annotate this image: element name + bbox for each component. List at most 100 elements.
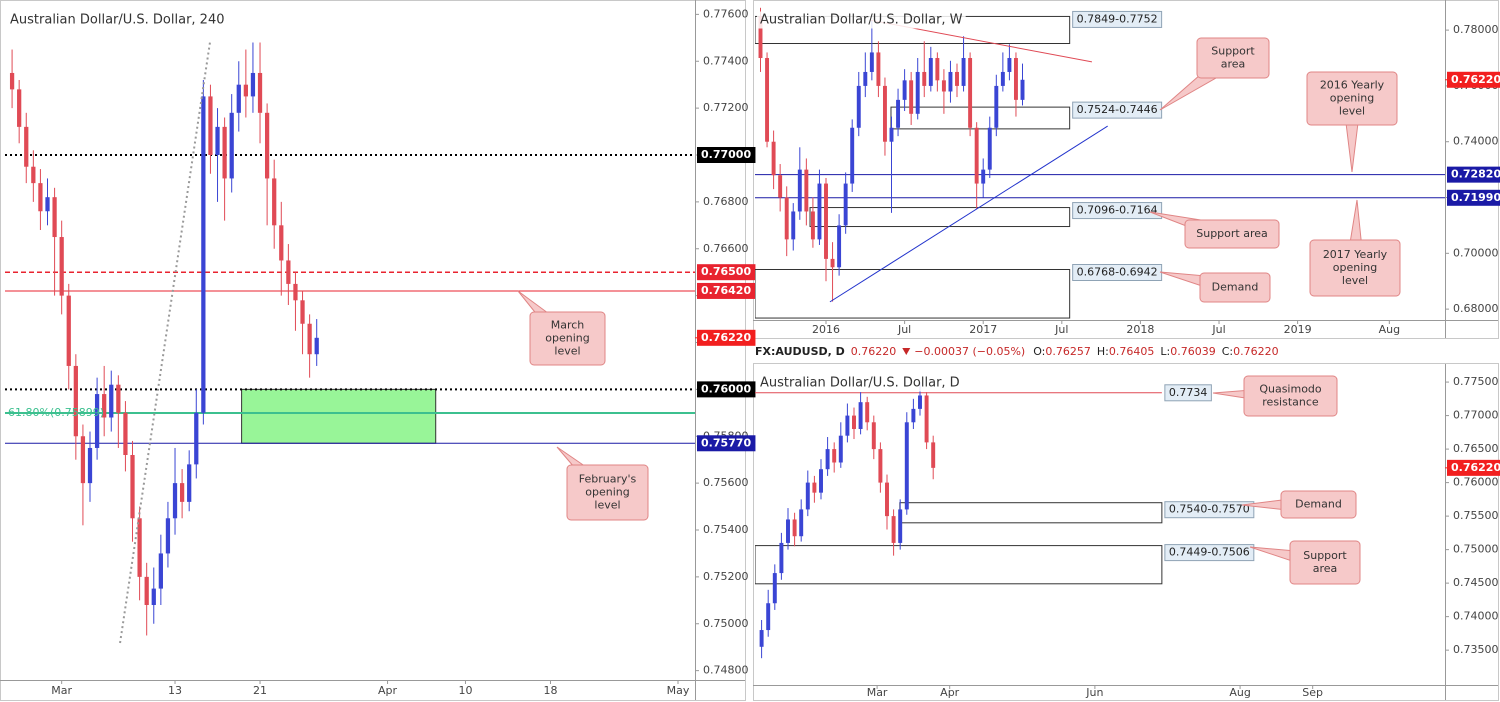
callout-box <box>1280 490 1357 519</box>
candle-body <box>852 415 856 429</box>
candle-body <box>918 395 922 409</box>
candle-body <box>17 89 22 127</box>
candle-body <box>208 96 213 155</box>
candle-body <box>158 553 163 589</box>
candle-body <box>279 225 284 261</box>
candle-body <box>73 365 78 437</box>
candle-body <box>300 300 305 324</box>
x-tick-label: 2017 <box>969 323 997 336</box>
level-label: 0.71990 <box>1451 191 1500 204</box>
chart-title-bg <box>757 374 963 392</box>
zone-label: 0.7540-0.7570 <box>1169 503 1250 516</box>
candle-body <box>758 16 763 59</box>
candle-body <box>9 72 15 90</box>
x-tick-label: Jul <box>1211 323 1225 336</box>
fib-label: 61.80%(0.75899) <box>8 406 104 419</box>
candle-body <box>902 80 907 100</box>
candle-body <box>94 394 100 448</box>
zone-label-bg <box>1072 10 1163 28</box>
candle-body <box>59 237 64 296</box>
x-tick-label: 2018 <box>1126 323 1154 336</box>
candle-body <box>772 573 777 604</box>
candle-body <box>837 225 842 268</box>
candle-body <box>116 384 121 413</box>
x-tick-label: Jul <box>1054 323 1068 336</box>
candle-body <box>869 52 874 72</box>
candle-body <box>786 519 790 543</box>
candle-body <box>898 509 903 543</box>
candle-body <box>771 141 776 176</box>
candle-body <box>236 84 241 113</box>
ray-label-box: 0.7734 <box>1164 384 1212 402</box>
candle-body <box>824 183 828 259</box>
x-tick-label: Apr <box>940 686 960 699</box>
ticker-text: O: <box>1033 345 1045 358</box>
x-tick-label: May <box>667 684 690 697</box>
callout-box <box>1306 71 1398 126</box>
ticker-text: L: <box>1160 345 1170 358</box>
callout-text: March <box>551 319 585 332</box>
candle-body <box>52 197 57 238</box>
candle-body <box>924 395 929 443</box>
candle-body <box>766 603 771 631</box>
candle-body <box>137 518 142 577</box>
trend-line <box>829 125 1108 303</box>
zone <box>755 268 1071 319</box>
chart-title-bg <box>757 11 966 29</box>
candle-body <box>819 469 823 493</box>
callout-text: level <box>1342 274 1368 287</box>
callout-box <box>1199 272 1271 303</box>
y-tick-label: 0.68000 <box>1453 302 1499 315</box>
level-label-bg <box>1447 166 1500 183</box>
panel-frame <box>753 363 1499 701</box>
candle-body <box>797 169 802 212</box>
candle-body <box>805 482 810 510</box>
ticker-text: FX:AUDUSD, D <box>755 345 845 358</box>
candle-body <box>1000 71 1005 86</box>
candle-body <box>968 58 973 128</box>
candle-body <box>1020 79 1025 100</box>
callout-text: Demand <box>1212 281 1259 294</box>
callout-text: level <box>1339 105 1365 118</box>
candle-body <box>904 422 909 510</box>
last-price-label-bg <box>697 329 756 346</box>
down-arrow <box>902 348 911 355</box>
zone <box>890 106 1071 130</box>
level-label: 0.72820 <box>1451 168 1500 181</box>
trend-line <box>119 41 212 644</box>
zone-label-bg <box>1072 101 1163 119</box>
y-tick-label: 0.75000 <box>1453 543 1499 556</box>
callout-text: 2017 Yearly <box>1323 248 1388 261</box>
candle-body <box>1007 58 1012 72</box>
y-tick-label: 0.74800 <box>703 664 749 677</box>
zone <box>755 545 1163 585</box>
zone-label-box: 0.6768-0.6942 <box>1072 263 1163 281</box>
zone-label-box: 0.7449-0.7506 <box>1164 544 1255 562</box>
y-tick-label: 0.78000 <box>1453 23 1499 36</box>
ticker-text: C: <box>1222 345 1233 358</box>
candle-body <box>941 80 946 92</box>
callout-text: Support <box>1211 45 1255 58</box>
y-tick-label: 0.77600 <box>703 7 749 20</box>
candle-body <box>832 449 837 463</box>
y-tick-label: 0.76500 <box>1453 442 1499 455</box>
callout-text: opening <box>545 332 589 345</box>
candle-body <box>778 175 783 198</box>
candle-body <box>314 337 319 355</box>
callout-text: area <box>1313 562 1338 575</box>
candle-body <box>876 52 881 86</box>
callout-text: opening <box>585 486 629 499</box>
candle-body <box>791 211 796 240</box>
candle-body <box>229 112 234 179</box>
level-label-bg <box>697 264 756 281</box>
callout-text: Support area <box>1196 227 1268 240</box>
candle-body <box>994 85 999 128</box>
candle-body <box>928 58 933 86</box>
candle-body <box>179 483 185 502</box>
y-tick-label: 0.74000 <box>1453 135 1499 148</box>
candle-body <box>863 71 868 86</box>
level-label: 0.77000 <box>701 148 751 161</box>
candle-body <box>830 258 835 268</box>
chart-title-bg <box>7 11 228 29</box>
